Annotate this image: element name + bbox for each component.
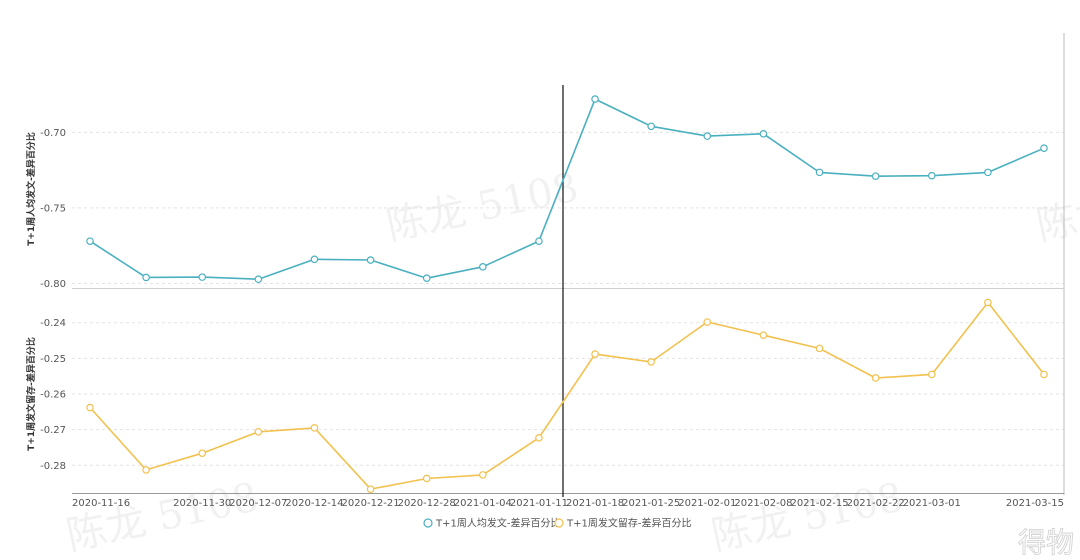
y-tick-label: -0.75 [40, 203, 66, 214]
data-point[interactable] [1040, 144, 1048, 152]
data-point[interactable] [142, 273, 150, 282]
x-tick-label: 2020-11-16 [72, 498, 130, 509]
data-point[interactable] [310, 424, 319, 432]
x-tick-label: 2021-01-25 [622, 498, 680, 509]
legend-marker[interactable] [423, 518, 433, 528]
x-tick-label: 2020-12-28 [398, 498, 456, 509]
x-tick-label: 2021-02-15 [790, 498, 848, 509]
x-tick-label: 2020-11-30 [173, 498, 231, 509]
data-point[interactable] [984, 298, 992, 307]
data-point[interactable] [591, 350, 599, 358]
data-point[interactable] [927, 370, 936, 379]
data-point[interactable] [815, 168, 824, 177]
y-axis-label: T+1周发文留存-差异百分比 [25, 337, 37, 451]
data-point[interactable] [535, 237, 543, 245]
x-tick-label: 2021-01-18 [566, 498, 624, 509]
data-point[interactable] [366, 485, 375, 493]
data-point[interactable] [703, 132, 712, 140]
y-tick-label: -0.28 [40, 461, 66, 472]
y-tick-label: -0.26 [40, 390, 66, 401]
legend-marker[interactable] [554, 518, 564, 528]
x-tick-label: 2021-03-01 [903, 498, 961, 509]
corner-logo: 得物 [1018, 526, 1074, 559]
x-tick-label: 2020-12-14 [285, 498, 343, 509]
data-point[interactable] [647, 358, 655, 366]
data-point[interactable] [198, 273, 207, 281]
x-tick-label: 2021-01-04 [454, 498, 512, 509]
y-tick-label: -0.70 [40, 128, 66, 139]
data-point[interactable] [535, 434, 543, 442]
y-tick-label: -0.24 [40, 318, 66, 329]
y-tick-label: -0.80 [40, 279, 66, 290]
y-tick-label: -0.25 [40, 354, 66, 365]
legend[interactable]: T+1周人均发文-差异百分比 T+1周发文留存-差异百分比 [423, 517, 691, 530]
legend-label[interactable]: T+1周发文留存-差异百分比 [566, 517, 691, 530]
data-point[interactable] [198, 449, 207, 457]
series-line [89, 301, 1045, 490]
data-point[interactable] [142, 466, 150, 474]
watermark: 陈龙 5108 [63, 474, 263, 559]
x-tick-label: 2021-02-22 [847, 498, 905, 509]
data-point[interactable] [703, 318, 712, 326]
series-layer [86, 95, 1048, 493]
watermark: 陈龙 5108 [1033, 164, 1080, 249]
data-point[interactable] [479, 471, 487, 479]
data-point[interactable] [759, 331, 768, 340]
series-line [89, 98, 1045, 281]
data-point[interactable] [254, 427, 263, 436]
data-point[interactable] [647, 122, 655, 131]
data-point[interactable] [479, 263, 487, 271]
data-point[interactable] [1040, 370, 1048, 379]
data-point[interactable] [86, 403, 94, 412]
data-point[interactable] [759, 130, 768, 138]
data-point[interactable] [366, 256, 375, 264]
data-point[interactable] [984, 168, 992, 177]
x-tick-label: 2020-12-07 [229, 498, 287, 509]
y-axis-label: T+1周人均发文-差异百分比 [25, 132, 37, 246]
data-point[interactable] [310, 255, 319, 264]
legend-label[interactable]: T+1周人均发文-差异百分比 [435, 517, 560, 530]
x-tick-label: 2020-12-21 [342, 498, 400, 509]
x-tick-label: 2021-03-15 [1006, 498, 1064, 509]
x-tick-label: 2021-02-01 [678, 498, 736, 509]
data-point[interactable] [422, 474, 431, 483]
data-point[interactable] [927, 171, 936, 180]
data-point[interactable] [871, 172, 880, 180]
watermark: 陈龙 5108 [708, 474, 908, 559]
data-point[interactable] [871, 374, 880, 382]
x-tick-label: 2021-02-08 [734, 498, 792, 509]
data-point[interactable] [591, 95, 599, 103]
data-point[interactable] [254, 275, 263, 284]
data-point[interactable] [86, 237, 94, 245]
axis-layer: -0.70 -0.75 -0.80 T+1周人均发文-差异百分比 -0.24 -0.25 -… [25, 33, 1065, 509]
y-tick-label: -0.27 [40, 425, 66, 436]
x-tick-label: 2021-01-11 [510, 498, 568, 509]
data-point[interactable] [422, 274, 431, 282]
data-point[interactable] [815, 344, 824, 353]
